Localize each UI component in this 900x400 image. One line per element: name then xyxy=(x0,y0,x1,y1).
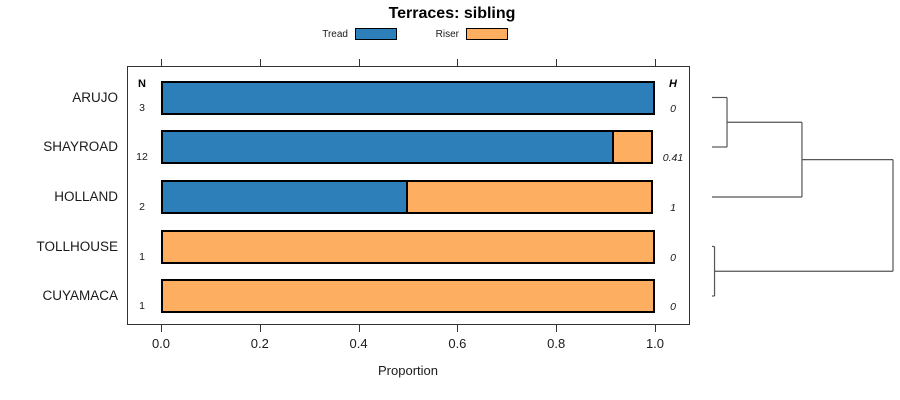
legend-swatch-riser xyxy=(466,28,508,40)
legend-item-riser: Riser xyxy=(411,28,508,40)
x-tick-top-0.4 xyxy=(358,59,360,66)
x-tick-top-0.6 xyxy=(457,59,459,66)
legend-label-riser: Riser xyxy=(435,28,459,40)
chart-title: Terraces: sibling xyxy=(388,5,516,22)
stacked-bar-holland xyxy=(161,180,653,214)
x-tick-bottom-0.2 xyxy=(259,325,261,332)
h-column-header: H xyxy=(669,78,677,90)
bar-segment-tread-arujo xyxy=(161,80,655,115)
n-value-tollhouse: 1 xyxy=(139,250,145,263)
x-tick-label-0.6: 0.6 xyxy=(448,336,467,351)
h-value-holland: 1 xyxy=(670,202,676,214)
category-label-cuyamaca: CUYAMACA xyxy=(42,288,118,303)
stacked-bar-tollhouse xyxy=(161,229,655,264)
bar-segment-riser-holland xyxy=(406,180,653,214)
x-tick-bottom-0.0 xyxy=(161,325,162,332)
category-label-shayroad: SHAYROAD xyxy=(43,139,118,154)
n-value-shayroad: 12 xyxy=(136,151,148,163)
bar-segment-riser-shayroad xyxy=(612,130,653,164)
x-tick-top-0.2 xyxy=(259,59,261,66)
bar-segment-riser-cuyamaca xyxy=(161,279,655,313)
stacked-bar-cuyamaca xyxy=(161,279,655,313)
x-axis-title: Proportion xyxy=(378,363,438,378)
bar-segment-tread-shayroad xyxy=(161,130,614,164)
x-tick-bottom-0.8 xyxy=(556,325,558,332)
stacked-bar-arujo xyxy=(161,80,655,115)
x-tick-top-1.0 xyxy=(655,59,656,66)
x-tick-label-0.0: 0.0 xyxy=(151,336,171,351)
h-value-tollhouse: 0 xyxy=(670,251,676,264)
h-value-cuyamaca: 0 xyxy=(670,301,676,313)
x-tick-label-0.2: 0.2 xyxy=(250,336,269,351)
x-tick-top-0.0 xyxy=(161,59,162,66)
category-label-holland: HOLLAND xyxy=(54,189,118,204)
x-tick-top-0.8 xyxy=(556,59,558,66)
category-label-arujo: ARUJO xyxy=(72,89,118,105)
x-tick-bottom-1.0 xyxy=(655,325,656,332)
n-value-arujo: 3 xyxy=(139,101,145,114)
n-value-holland: 2 xyxy=(139,201,145,213)
category-label-tollhouse: TOLLHOUSE xyxy=(36,238,118,254)
bar-segment-riser-tollhouse xyxy=(161,229,655,264)
bar-segment-tread-holland xyxy=(161,180,408,214)
x-tick-label-0.4: 0.4 xyxy=(349,336,368,351)
legend-swatch-tread xyxy=(355,28,397,40)
legend: Tread Riser xyxy=(300,27,600,41)
x-tick-label-0.8: 0.8 xyxy=(547,336,566,351)
stacked-bar-shayroad xyxy=(161,130,653,164)
h-value-shayroad: 0.41 xyxy=(662,152,684,164)
h-value-arujo: 0 xyxy=(670,102,676,115)
legend-item-tread: Tread xyxy=(300,28,397,40)
n-value-cuyamaca: 1 xyxy=(139,300,145,312)
plot-area-border xyxy=(127,66,690,325)
legend-label-tread: Tread xyxy=(322,28,348,40)
n-column-header: N xyxy=(138,78,146,90)
x-tick-bottom-0.4 xyxy=(358,325,360,332)
x-tick-bottom-0.6 xyxy=(457,325,459,332)
x-tick-label-1.0: 1.0 xyxy=(645,336,665,351)
